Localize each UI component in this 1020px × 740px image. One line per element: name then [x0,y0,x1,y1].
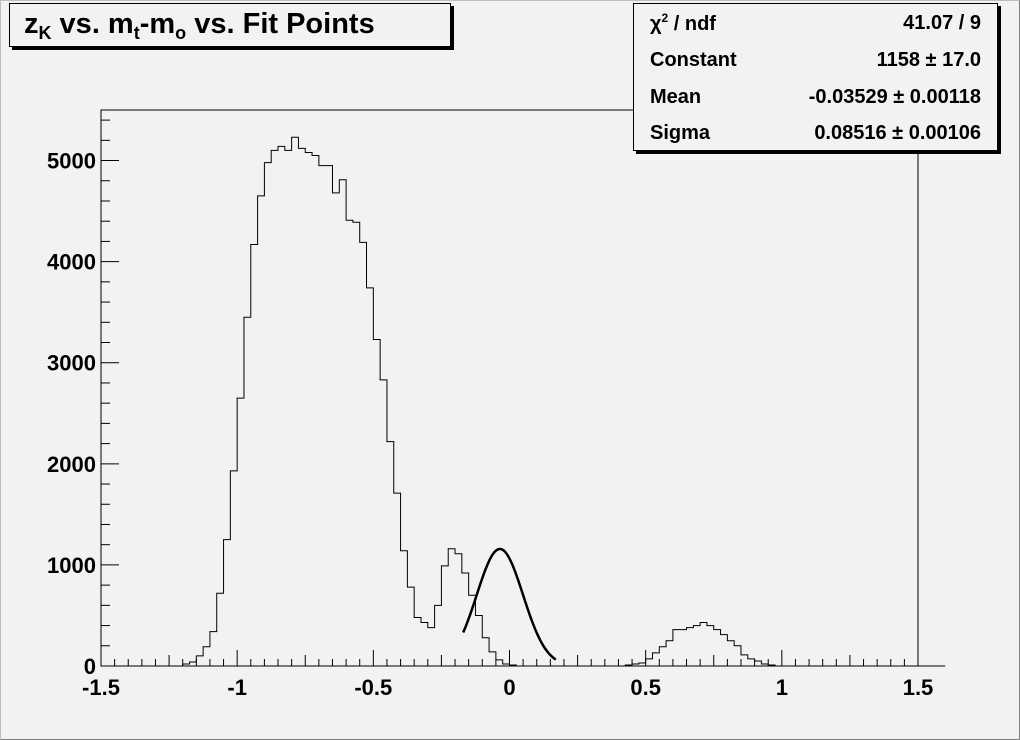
x-tick-label: 0 [503,675,515,700]
sigma-label: Sigma [650,121,711,144]
title-o-subscript: o [175,23,187,43]
chart-title: zK vs. mt-mo vs. Fit Points [9,3,451,47]
y-tick-label: 1000 [47,553,96,578]
title-z: z [24,8,39,40]
fit-stats-box: χ2 / ndf 41.07 / 9 Constant 1158 ± 17.0 … [633,3,998,151]
chi2-suffix: / ndf [668,12,716,35]
y-tick-label: 2000 [47,452,96,477]
x-tick-label: 1.5 [903,675,934,700]
stats-row-mean: Mean -0.03529 ± 0.00118 [650,80,981,114]
stats-row-chi2: χ2 / ndf 41.07 / 9 [650,6,981,40]
mean-label: Mean [650,85,702,108]
chi2-symbol: χ [650,12,662,35]
x-tick-label: -1 [227,675,247,700]
x-tick-label: -1.5 [82,675,120,700]
chi2-label: χ2 / ndf [650,11,716,36]
stats-row-sigma: Sigma 0.08516 ± 0.00106 [650,116,981,150]
x-tick-label: 0.5 [630,675,661,700]
axes [100,119,919,667]
constant-value: 1158 ± 17.0 [876,48,981,71]
title-k-subscript: K [38,23,52,43]
y-tick-label: 0 [84,654,96,679]
x-tick-label: -0.5 [354,675,392,700]
chi2-value: 41.07 / 9 [903,11,981,34]
tick-labels: -1.5 -1 -0.5 0 0.5 1 1.5 0 1000 2000 3000 4000 5000 [47,149,933,700]
mean-value: -0.03529 ± 0.00118 [808,85,981,108]
title-dash: -m [139,8,176,40]
constant-label: Constant [650,48,737,71]
stats-row-constant: Constant 1158 ± 17.0 [650,43,981,77]
chi2-superscript: 2 [661,10,669,25]
histogram-series [101,136,946,667]
sigma-value: 0.08516 ± 0.00106 [814,121,981,144]
title-tail: vs. Fit Points [186,8,375,40]
gaussian-fit-curve [462,547,557,661]
x-tick-label: 1 [776,675,788,700]
y-tick-label: 4000 [47,250,96,275]
y-tick-label: 5000 [47,149,96,174]
title-mid: vs. m [51,8,134,40]
y-tick-label: 3000 [47,351,96,376]
title-t-subscript: t [133,23,140,43]
